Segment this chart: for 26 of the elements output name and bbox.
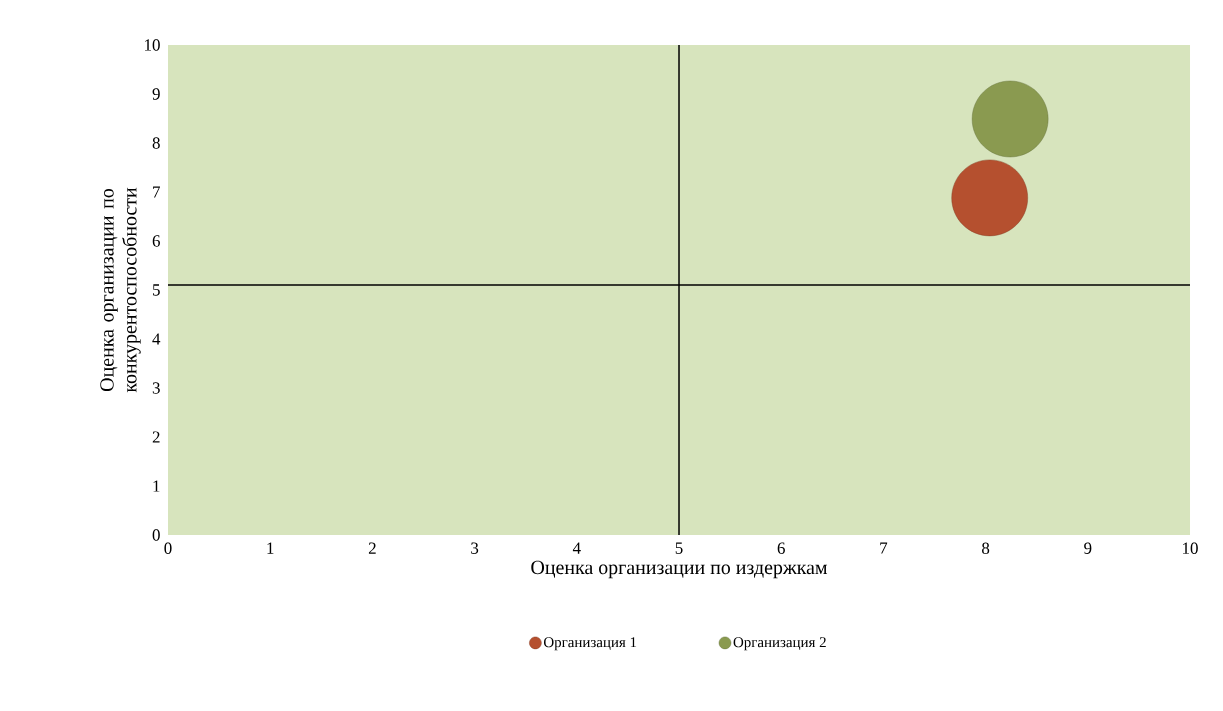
legend-label: Организация 1 xyxy=(543,637,637,651)
y-tick-label: 2 xyxy=(152,431,160,443)
y-tick-label: 8 xyxy=(152,137,160,149)
x-tick-label: 5 xyxy=(675,542,683,554)
y-tick-label: 3 xyxy=(152,382,160,394)
x-axis-title: Оценка организации по издержкам xyxy=(531,560,828,579)
y-tick-label: 9 xyxy=(152,88,160,100)
y-tick-label: 5 xyxy=(153,284,160,296)
y-tick-label: 1 xyxy=(153,480,160,492)
x-tick-label: 3 xyxy=(471,542,479,554)
y-tick-label: 10 xyxy=(145,39,160,51)
y-axis-title: Оценка организации по конкурентоспособности xyxy=(100,187,141,393)
y-tick-label: 6 xyxy=(152,235,160,247)
x-tick-label: 4 xyxy=(572,542,581,554)
x-tick-label: 1 xyxy=(267,542,274,554)
y-tick-label: 4 xyxy=(152,333,161,345)
x-tick-label: 9 xyxy=(1084,542,1092,554)
legend-label: Организация 2 xyxy=(733,637,826,651)
x-tick-label: 6 xyxy=(777,542,785,554)
y-tick-label: 7 xyxy=(153,186,160,198)
x-tick-label: 10 xyxy=(1183,542,1198,554)
x-tick-label: 7 xyxy=(880,542,888,554)
x-tick-label: 0 xyxy=(164,542,172,554)
x-tick-label: 2 xyxy=(368,542,376,554)
x-tick-label: 8 xyxy=(982,542,990,554)
y-tick-label: 0 xyxy=(152,529,160,541)
